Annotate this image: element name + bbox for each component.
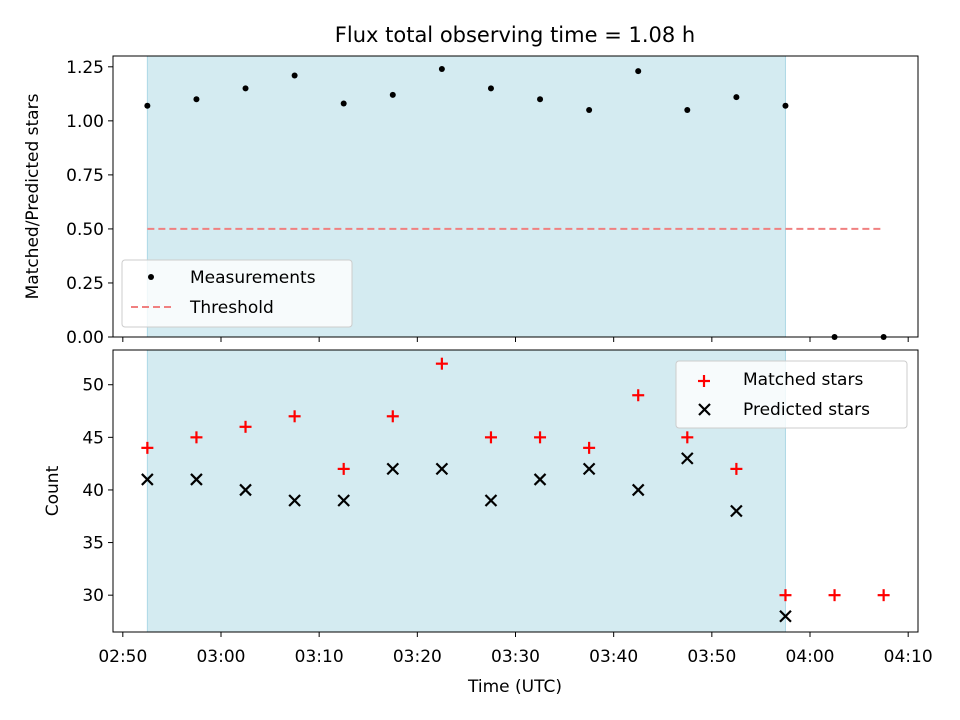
top-legend-box <box>121 259 353 328</box>
measurement-point <box>144 102 151 109</box>
legend-measurements-label: Measurements <box>190 268 316 288</box>
legend-matched-marker <box>698 375 710 387</box>
predicted-star-point <box>386 462 400 476</box>
matched-star-point <box>583 441 596 454</box>
measurement-point <box>635 68 642 75</box>
matched-star-point <box>877 589 890 602</box>
figure-title: Flux total observing time = 1.08 h <box>335 23 695 47</box>
matched-star-point <box>632 389 645 402</box>
legend-predicted-label: Predicted stars <box>743 400 870 420</box>
top-y-axis-label: Matched/Predicted stars <box>23 93 43 299</box>
x-tick-label: 04:10 <box>884 647 933 667</box>
top-y-tick-label: 1.00 <box>66 112 104 132</box>
matched-star-point <box>828 589 841 602</box>
top-y-tick-label: 0.75 <box>66 166 104 186</box>
x-tick-label: 04:00 <box>786 647 835 667</box>
x-tick-label: 03:00 <box>196 647 245 667</box>
legend-measurements-marker <box>148 274 154 280</box>
predicted-star-point <box>190 473 203 486</box>
bottom-y-tick-label: 35 <box>82 534 104 554</box>
matched-star-point <box>386 410 399 423</box>
x-tick-label: 03:10 <box>295 647 344 667</box>
bottom-y-tick-label: 50 <box>82 376 104 396</box>
measurement-point <box>193 96 200 103</box>
bottom-y-tick-label: 40 <box>82 481 104 501</box>
bottom-y-tick-label: 30 <box>82 586 104 606</box>
measurement-point <box>782 102 789 109</box>
matched-star-point <box>484 431 497 444</box>
legend-matched-label: Matched stars <box>743 370 863 390</box>
matched-star-point <box>681 431 694 444</box>
measurement-point <box>586 107 593 114</box>
bottom-legend: Matched stars Predicted stars <box>675 360 908 429</box>
matched-star-point <box>239 420 252 433</box>
matched-star-point <box>288 410 301 423</box>
bottom-legend-box <box>675 360 908 429</box>
bottom-y-axis-label: Count <box>43 465 63 516</box>
x-tick-label: 03:40 <box>589 647 638 667</box>
measurement-point <box>438 65 445 72</box>
matched-star-point <box>730 462 743 475</box>
top-y-tick-label: 0.00 <box>66 328 104 348</box>
measurement-point <box>487 85 494 92</box>
x-tick-label: 02:50 <box>98 647 147 667</box>
matched-star-point <box>779 589 792 602</box>
legend-threshold-label: Threshold <box>189 298 274 318</box>
predicted-star-point <box>435 462 449 476</box>
matched-star-point <box>337 462 350 475</box>
predicted-star-point <box>239 483 252 497</box>
measurement-point <box>684 107 691 114</box>
predicted-star-point <box>582 462 596 476</box>
predicted-star-point <box>631 483 645 497</box>
predicted-star-point <box>141 473 154 486</box>
measurement-point <box>389 91 396 98</box>
legend-predicted-marker <box>698 403 711 416</box>
measurement-point <box>242 85 249 92</box>
top-y-tick-label: 0.50 <box>66 220 104 240</box>
predicted-star-point <box>730 504 743 518</box>
top-legend: Measurements Threshold <box>121 259 353 328</box>
x-tick-label: 03:50 <box>687 647 736 667</box>
matched-star-point <box>534 431 547 444</box>
measurement-point <box>537 96 544 103</box>
predicted-star-point <box>779 609 792 623</box>
x-tick-label: 03:30 <box>491 647 540 667</box>
matched-star-point <box>190 431 203 444</box>
x-tick-label: 03:20 <box>393 647 442 667</box>
predicted-star-point <box>484 494 498 507</box>
measurement-point <box>733 94 740 101</box>
top-y-tick-label: 1.25 <box>66 58 104 78</box>
x-axis-label: Time (UTC) <box>467 677 562 697</box>
predicted-star-point <box>681 452 694 465</box>
measurement-point <box>291 72 298 79</box>
bottom-y-tick-label: 45 <box>82 428 104 448</box>
bottom-panel: 30 35 40 45 50 02:50 03:00 03:10 03:20 03:30 03:4… <box>43 349 933 697</box>
predicted-star-point <box>533 473 547 486</box>
predicted-star-point <box>288 494 301 507</box>
predicted-star-point <box>337 494 350 507</box>
top-panel: 0.00 0.25 0.50 0.75 1.00 1.25 Matched/Predict… <box>23 55 919 348</box>
matched-star-point <box>141 441 154 454</box>
top-y-tick-label: 0.25 <box>66 274 104 294</box>
matched-star-point <box>435 357 448 370</box>
measurement-point <box>340 100 347 107</box>
